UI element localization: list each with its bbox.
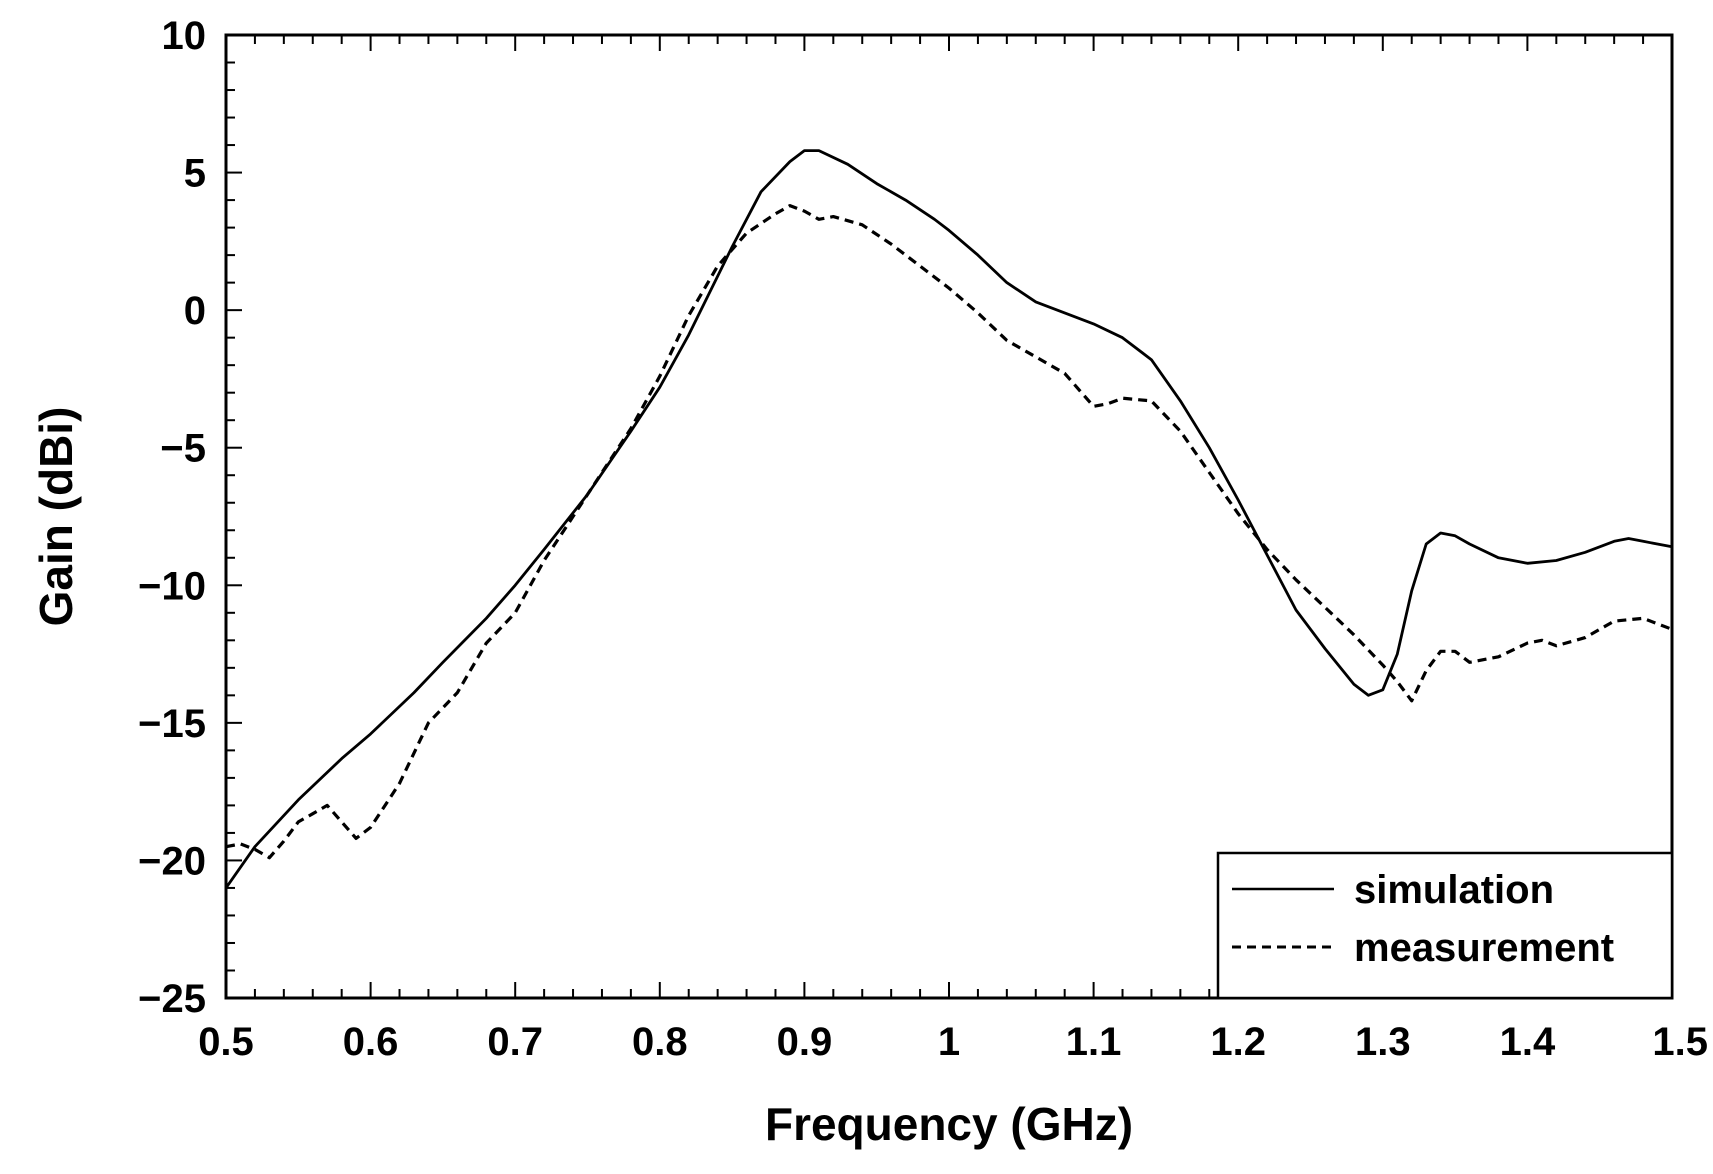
y-tick-label: −10 [138, 564, 206, 608]
x-tick-label: 1.1 [1066, 1020, 1122, 1064]
x-axis-label: Frequency (GHz) [765, 1098, 1133, 1150]
legend-label-simulation: simulation [1354, 868, 1554, 912]
legend-label-measurement: measurement [1354, 926, 1614, 970]
x-tick-label: 0.8 [632, 1020, 688, 1064]
x-tick-label: 1.2 [1210, 1020, 1266, 1064]
y-tick-label: −20 [138, 839, 206, 883]
y-tick-label: −5 [160, 427, 206, 471]
y-tick-label: 0 [184, 289, 206, 333]
series-line-measurement [225, 204, 1673, 860]
x-tick-label: 1.5 [1652, 1020, 1708, 1064]
x-tick-label: 0.5 [198, 1020, 254, 1064]
x-tick-label: 1 [938, 1020, 960, 1064]
y-tick-labels: −25 −20 −15 −10 −5 0 5 10 [138, 14, 206, 1021]
y-tick-label: 10 [162, 14, 207, 58]
x-tick-label: 0.6 [343, 1020, 399, 1064]
series-layer [224, 149, 1674, 890]
plot-frame [224, 33, 1674, 1000]
x-tick-label: 1.3 [1355, 1020, 1411, 1064]
legend: simulation measurement [1216, 851, 1674, 1000]
y-tick-label: −25 [138, 977, 206, 1021]
series-line-simulation [224, 149, 1674, 890]
x-tick-labels: 0.5 0.6 0.7 0.8 0.9 1 1.1 1.2 1.3 1.4 1.5 [198, 1020, 1708, 1064]
x-tick-label: 0.7 [487, 1020, 543, 1064]
x-tick-label: 1.4 [1500, 1020, 1556, 1064]
x-tick-label: 0.9 [777, 1020, 833, 1064]
y-tick-label: 5 [184, 152, 206, 196]
y-axis-label: Gain (dBi) [30, 407, 82, 627]
legend-box [1216, 851, 1674, 1000]
y-tick-label: −15 [138, 702, 206, 746]
